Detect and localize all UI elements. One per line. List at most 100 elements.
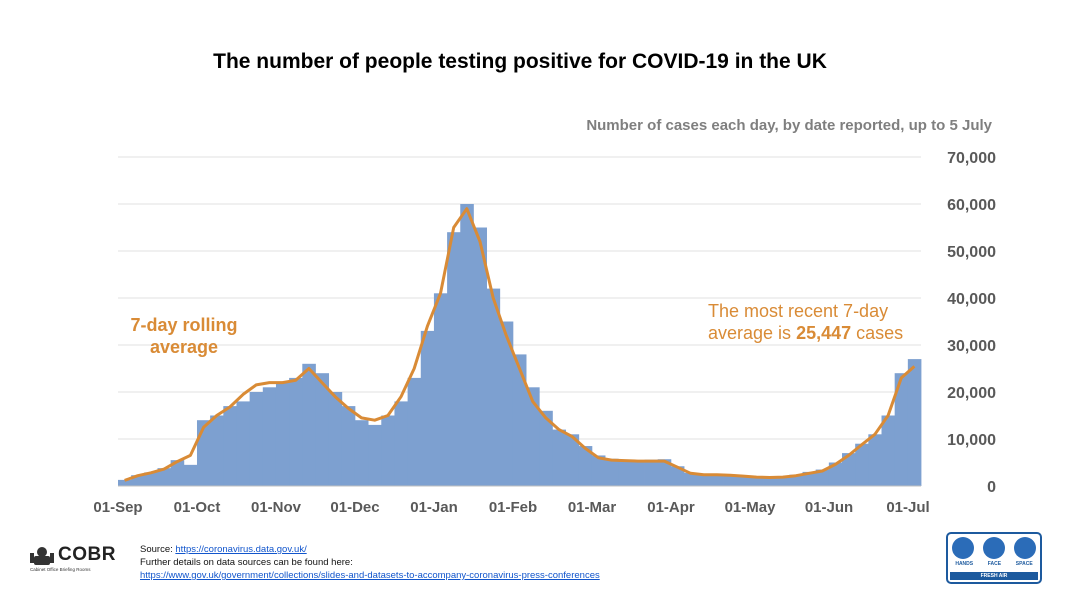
bar: [223, 406, 237, 486]
bar: [763, 477, 777, 486]
bar: [644, 459, 659, 486]
y-tick-label: 40,000: [947, 291, 996, 308]
bar: [789, 474, 803, 486]
bar: [907, 359, 922, 486]
bar: [381, 415, 395, 486]
bar: [118, 479, 132, 486]
bar: [802, 471, 817, 486]
bar: [868, 434, 882, 486]
x-tick-label: 01-Jul: [886, 499, 929, 516]
x-tick-label: 01-Oct: [174, 499, 221, 516]
bar: [605, 458, 619, 486]
bar: [526, 387, 540, 486]
hfs-label-face: FACE: [987, 561, 1002, 567]
x-tick-label: 01-Apr: [647, 499, 695, 516]
bar: [657, 459, 672, 486]
bar: [828, 462, 843, 486]
bar: [736, 475, 751, 486]
x-tick-label: 01-May: [725, 499, 777, 516]
bar: [539, 410, 553, 486]
x-tick-label: 01-Feb: [489, 499, 537, 516]
bar: [170, 460, 185, 486]
hfs-footer: FRESH AIR: [950, 572, 1038, 580]
bar: [433, 293, 448, 486]
bar: [394, 401, 409, 486]
bar: [776, 476, 790, 486]
bar: [368, 424, 382, 486]
recent-average-value: 25,447: [796, 323, 852, 343]
y-tick-label: 50,000: [947, 244, 996, 261]
recent-average-suffix: cases: [856, 323, 904, 343]
recent-average-label: The most recent 7-day average is 25,447 …: [708, 300, 908, 344]
chart-subtitle: Number of cases each day, by date report…: [586, 117, 992, 134]
x-tick-label: 01-Dec: [330, 499, 379, 516]
rolling-average-line: [124, 207, 916, 482]
bar: [552, 429, 566, 486]
y-tick-label: 20,000: [947, 385, 996, 402]
logo-subtitle: Cabinet Office Briefing Rooms: [30, 567, 91, 572]
bar: [407, 377, 422, 486]
x-tick-label: 01-Mar: [568, 499, 617, 516]
bar: [131, 475, 145, 486]
bar: [815, 469, 830, 486]
x-tick-label: 01-Jan: [410, 499, 458, 516]
bar: [315, 373, 330, 486]
bar: [684, 472, 698, 486]
bar: [144, 472, 158, 486]
y-tick-label: 10,000: [947, 432, 996, 449]
bar: [842, 453, 856, 486]
bar: [157, 468, 172, 486]
bar: [473, 227, 487, 486]
source-link[interactable]: https://coronavirus.data.gov.uk/: [175, 544, 307, 555]
bar: [565, 434, 580, 486]
x-axis: 01-Sep 01-Oct 01-Nov 01-Dec 01-Jan 01-Feb 01-M…: [93, 499, 929, 516]
y-tick-label: 0: [987, 479, 996, 496]
bar: [249, 392, 264, 486]
bar-series: [118, 204, 922, 486]
bar: [578, 446, 593, 486]
source-label: Source:: [140, 544, 173, 555]
bar: [262, 387, 277, 486]
x-tick-label: 01-Sep: [93, 499, 142, 516]
bar: [499, 321, 514, 486]
y-tick-label: 70,000: [947, 150, 996, 167]
bar: [354, 420, 369, 486]
hfs-label-hands: HANDS: [955, 561, 974, 567]
bar: [855, 443, 869, 486]
recent-average-prefix: The most recent 7-day average is: [708, 301, 889, 343]
bar: [420, 330, 435, 486]
hands-icon: [952, 537, 975, 559]
bar: [183, 464, 198, 486]
further-details-link[interactable]: https://www.gov.uk/government/collection…: [140, 570, 600, 581]
bar: [210, 415, 224, 486]
bar: [618, 460, 632, 486]
source-notes: Source: https://coronavirus.data.gov.uk/…: [140, 543, 600, 582]
bar: [670, 466, 685, 486]
bar: [275, 382, 290, 486]
y-tick-label: 30,000: [947, 338, 996, 355]
bar: [460, 204, 474, 486]
bar: [512, 354, 527, 486]
space-icon: [1013, 537, 1036, 559]
bar: [723, 475, 738, 486]
hfs-label-space: SPACE: [1015, 561, 1033, 567]
logo-name: COBR: [58, 544, 116, 565]
y-tick-label: 60,000: [947, 197, 996, 214]
bar: [302, 363, 316, 486]
y-axis: 0 10,000 20,000 30,000 40,000 50,000 60,000 70,…: [947, 150, 996, 496]
bar: [591, 455, 606, 486]
cobr-logo: COBR Cabinet Office Briefing Rooms: [30, 544, 125, 572]
bar: [894, 373, 909, 486]
bar: [710, 474, 724, 486]
bar: [447, 232, 461, 486]
crest-icon: [30, 547, 54, 565]
face-icon: [982, 537, 1005, 559]
rolling-average-label: 7-day rolling average: [130, 315, 238, 357]
bar: [749, 476, 764, 486]
chart-title: The number of people testing positive fo…: [213, 50, 827, 73]
further-details-text: Further details on data sources can be f…: [140, 557, 353, 568]
bar: [341, 406, 356, 486]
bar: [289, 377, 303, 486]
hands-face-space-badge: HANDS FACE SPACE FRESH AIR: [946, 532, 1042, 584]
